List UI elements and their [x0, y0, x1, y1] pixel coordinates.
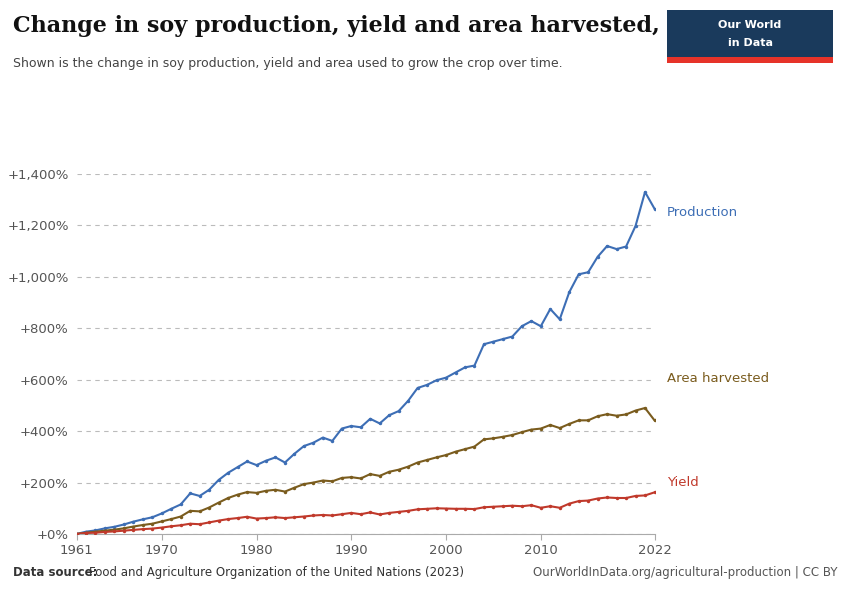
Text: Data source:: Data source:	[13, 566, 101, 579]
Text: Area harvested: Area harvested	[667, 371, 769, 385]
Text: Yield: Yield	[667, 476, 699, 490]
Text: OurWorldInData.org/agricultural-production | CC BY: OurWorldInData.org/agricultural-producti…	[533, 566, 837, 579]
Text: in Data: in Data	[728, 38, 773, 48]
Text: Our World: Our World	[718, 20, 782, 30]
Text: Food and Agriculture Organization of the United Nations (2023): Food and Agriculture Organization of the…	[89, 566, 464, 579]
Text: Change in soy production, yield and area harvested, World: Change in soy production, yield and area…	[13, 15, 740, 37]
Text: Production: Production	[667, 206, 739, 220]
Text: Shown is the change in soy production, yield and area used to grow the crop over: Shown is the change in soy production, y…	[13, 57, 563, 70]
